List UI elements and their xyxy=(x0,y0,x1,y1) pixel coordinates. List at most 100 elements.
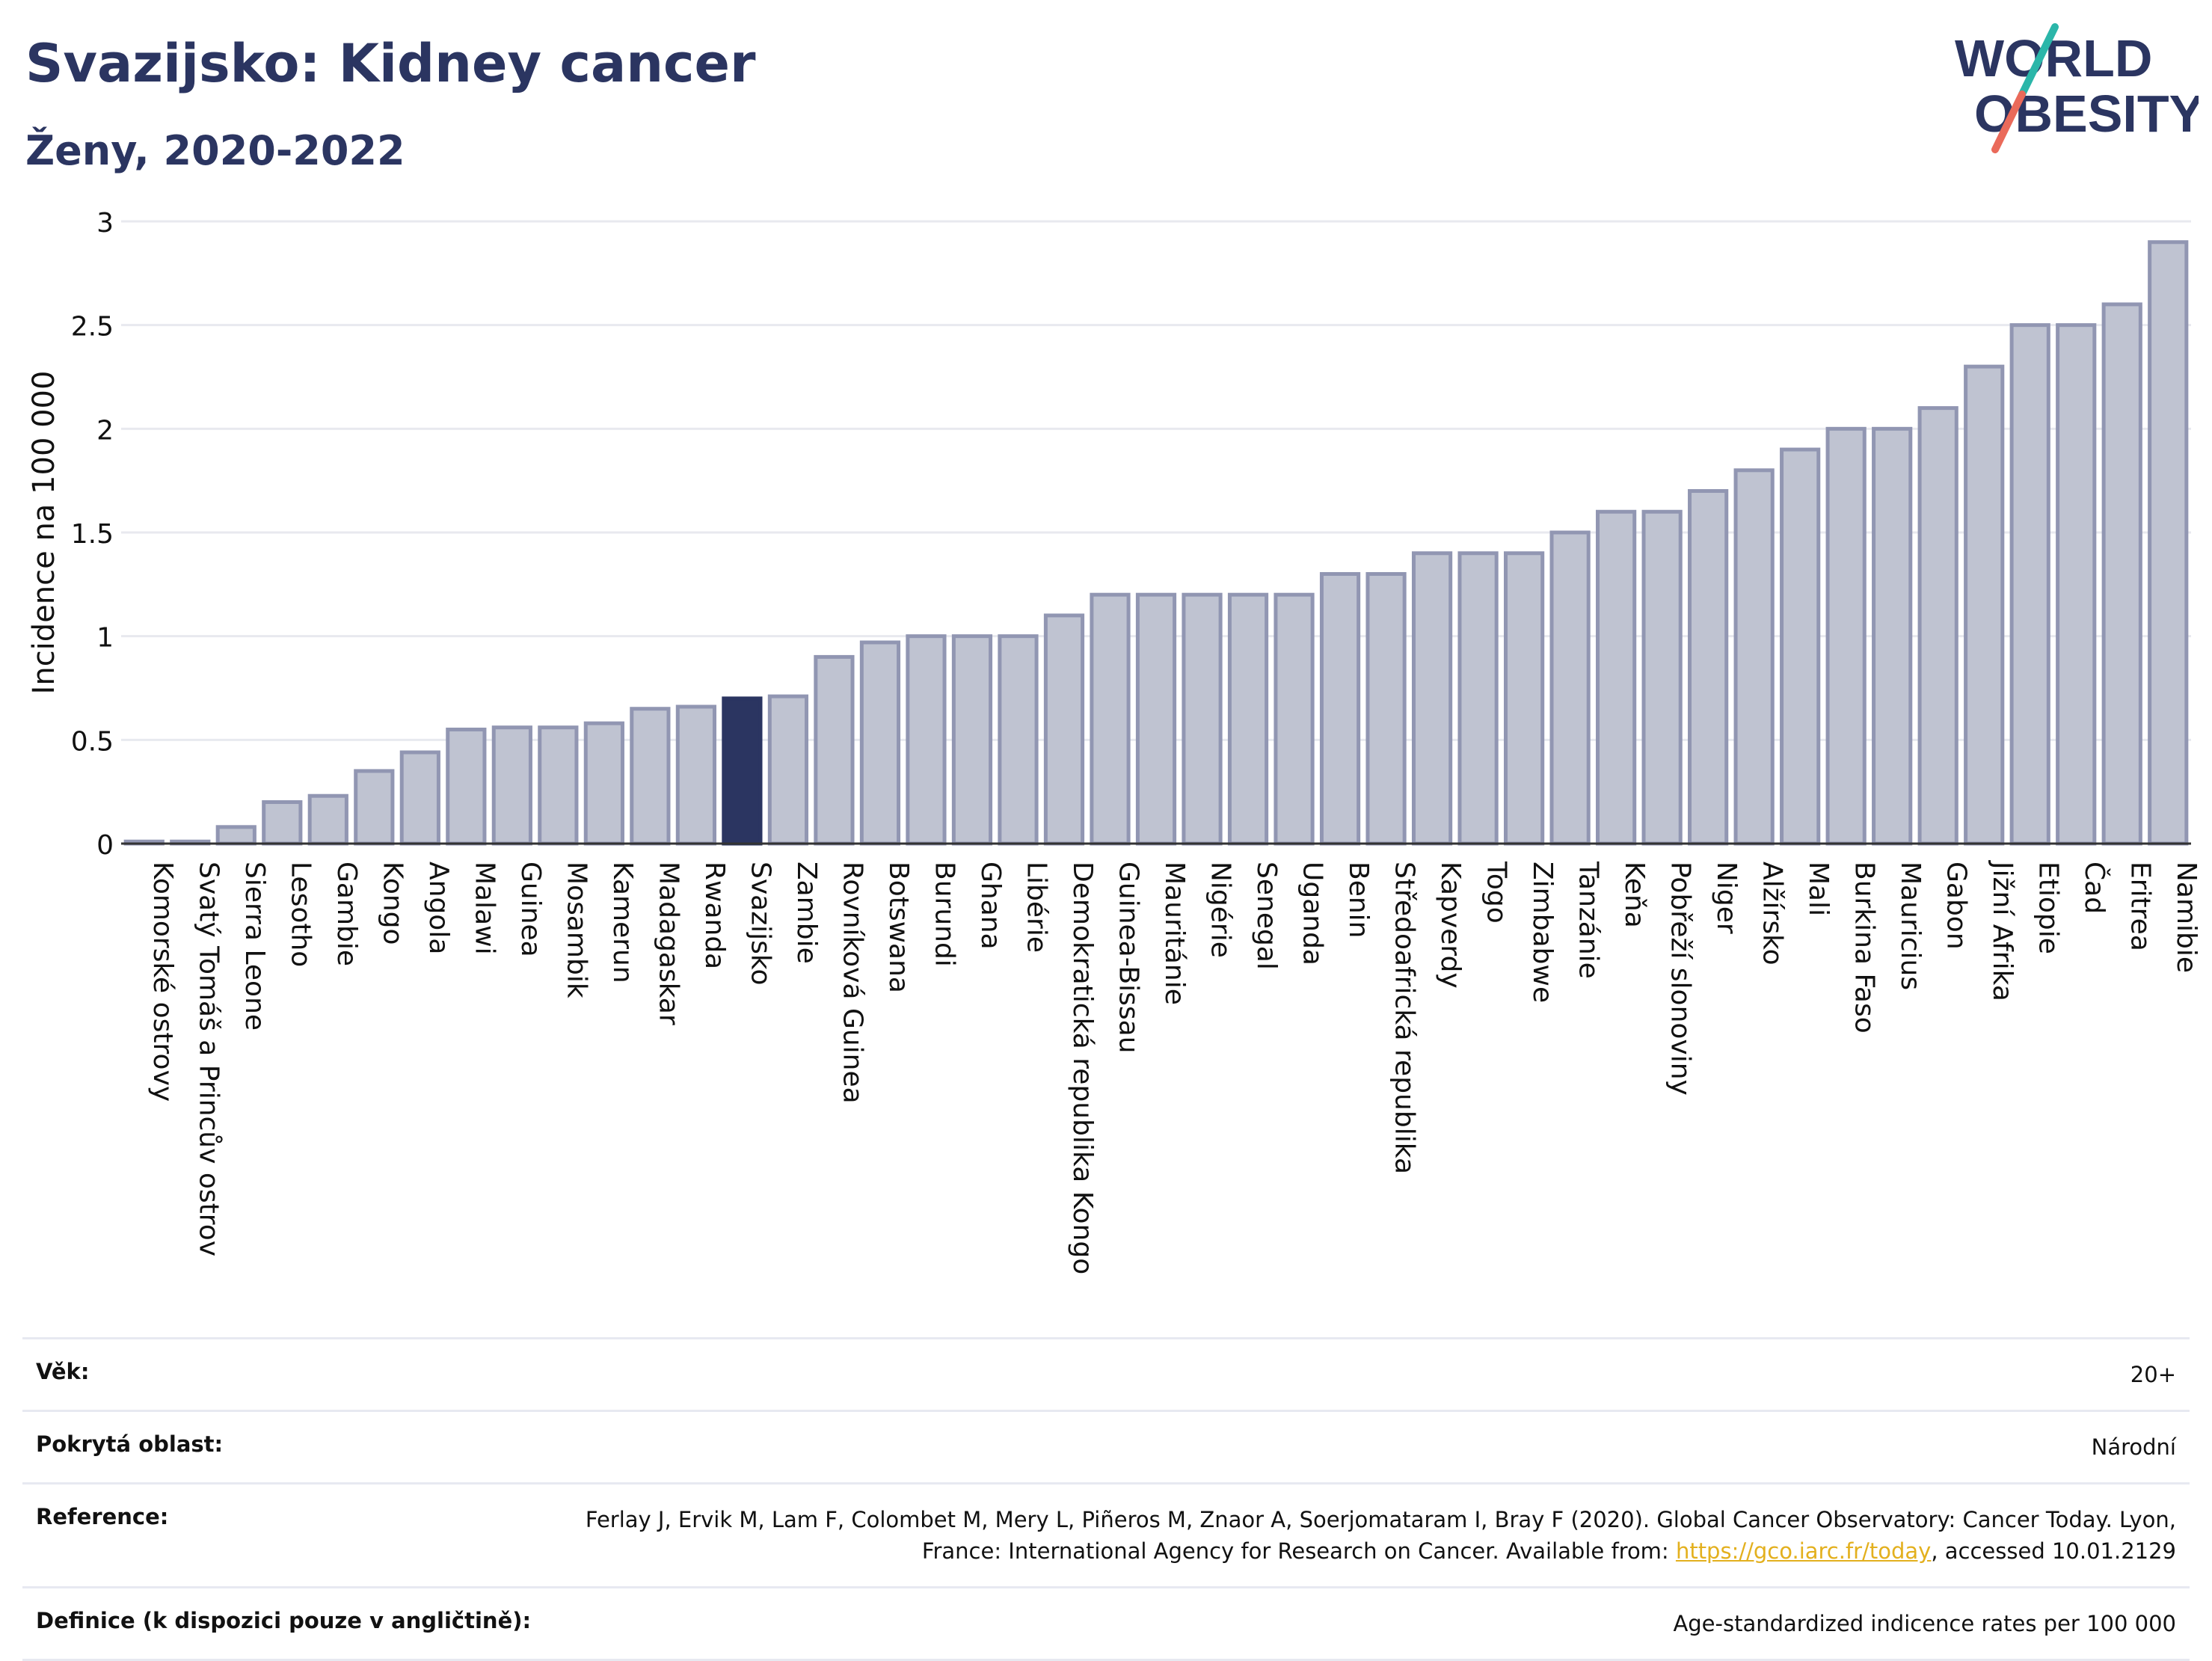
info-row-reference: Reference: Ferlay J, Ervik M, Lam F, Col… xyxy=(22,1482,2190,1586)
definition-value: Age-standardized indicence rates per 100… xyxy=(1673,1611,2176,1636)
x-tick-label: Benin xyxy=(1343,862,1374,938)
bar xyxy=(354,769,395,846)
x-tick-label: Kamerun xyxy=(607,862,638,983)
bar xyxy=(1641,509,1683,846)
x-tick-label: Eritrea xyxy=(2125,862,2156,951)
x-tick-label: Demokratická republika Kongo xyxy=(1067,862,1098,1274)
x-tick-label: Středoafrická republika xyxy=(1389,862,1420,1174)
bars xyxy=(123,240,2189,846)
x-tick-label: Namibie xyxy=(2171,862,2202,973)
x-tick-label: Mauritánie xyxy=(1159,862,1190,1005)
x-tick-label: Gabon xyxy=(1941,862,1972,950)
bar xyxy=(307,793,348,846)
y-tick-label: 1.5 xyxy=(71,519,114,550)
bar xyxy=(814,654,855,846)
x-tick-label: Mosambik xyxy=(561,862,592,998)
reference-text: Ferlay J, Ervik M, Lam F, Colombet M, Me… xyxy=(585,1507,2176,1564)
info-row-definition: Definice (k dispozici pouze v angličtině… xyxy=(22,1586,2190,1661)
x-tick-label: Jižní Afrika xyxy=(1987,860,2018,1001)
x-tick-label: Zimbabwe xyxy=(1527,862,1558,1003)
chart-subtitle: Ženy, 2020-2022 xyxy=(25,127,405,174)
x-tick-label: Sierra Leone xyxy=(239,862,270,1031)
area-value: Národní xyxy=(2091,1434,2176,1460)
bar xyxy=(446,727,487,846)
x-tick-label: Niger xyxy=(1711,862,1742,934)
x-tick-label: Botswana xyxy=(883,862,914,993)
logo-slash-coral xyxy=(1991,90,2026,153)
bar xyxy=(1733,468,1775,846)
bar xyxy=(951,634,993,846)
x-tick-label: Gambie xyxy=(331,862,362,966)
y-tick-label: 3 xyxy=(96,208,114,239)
reference-link[interactable]: https://gco.iarc.fr/today xyxy=(1675,1538,1932,1564)
bar xyxy=(1043,613,1085,846)
bar xyxy=(399,750,440,846)
bar xyxy=(1457,551,1499,846)
x-tick-label: Svatý Tomáš a Princův ostrov xyxy=(193,862,224,1256)
definition-label: Definice (k dispozici pouze v angličtině… xyxy=(36,1608,532,1633)
x-tick-label: Lesotho xyxy=(285,862,316,967)
bar xyxy=(215,825,256,846)
bar xyxy=(491,725,532,846)
y-tick-label: 0.5 xyxy=(71,726,114,757)
y-tick-label: 0 xyxy=(96,830,114,861)
bar xyxy=(2148,240,2189,846)
x-tick-label: Etiopie xyxy=(2033,862,2064,954)
bar xyxy=(767,694,809,846)
x-tick-label: Kapverdy xyxy=(1435,862,1466,989)
x-tick-label: Tanzánie xyxy=(1573,861,1604,979)
bar xyxy=(1596,509,1637,846)
bar xyxy=(583,721,624,846)
bar xyxy=(1319,571,1361,846)
info-row-area: Pokrytá oblast: Národní xyxy=(22,1410,2190,1482)
area-label: Pokrytá oblast: xyxy=(36,1431,224,1457)
x-tick-label: Svazijsko xyxy=(745,862,775,985)
age-label: Věk: xyxy=(36,1359,90,1384)
x-tick-label: Keňa xyxy=(1619,862,1650,928)
x-tick-label: Senegal xyxy=(1251,862,1282,970)
y-tick-label: 1 xyxy=(96,623,114,654)
bar xyxy=(1780,447,1821,846)
y-axis-label: Incidence na 100 000 xyxy=(27,371,61,695)
x-tick-label: Madagaskar xyxy=(653,862,683,1025)
info-row-age: Věk: 20+ xyxy=(22,1337,2190,1410)
x-tick-label: Alžírsko xyxy=(1757,862,1788,965)
bar xyxy=(1090,592,1131,846)
x-tick-label: Angola xyxy=(423,862,454,954)
reference-label: Reference: xyxy=(36,1504,169,1529)
bar xyxy=(538,725,579,846)
x-tick-label: Čad xyxy=(2079,862,2110,914)
x-tick-label: Mauricius xyxy=(1895,862,1926,990)
x-axis-labels: Komorské ostrovy Svatý Tomáš a Princův os… xyxy=(147,860,2202,1274)
bar xyxy=(1135,592,1177,846)
bar xyxy=(998,634,1039,846)
bar xyxy=(906,634,947,846)
logo-text-world: WORLD xyxy=(1955,29,2152,87)
bar xyxy=(262,800,303,846)
bar xyxy=(1688,489,1729,846)
bar xyxy=(1549,530,1591,846)
x-tick-label: Uganda xyxy=(1297,862,1328,965)
x-tick-label: Komorské ostrovy xyxy=(147,862,178,1102)
bar xyxy=(1825,426,1867,846)
y-tick-label: 2.5 xyxy=(71,312,114,343)
bar xyxy=(1964,364,2005,846)
bar-chart: 0 0.5 1 1.5 2 2.5 3 Komorské ostrovy Svatý Tomá… xyxy=(27,208,2202,1274)
bar xyxy=(675,704,716,846)
x-tick-label: Ghana xyxy=(975,862,1006,950)
reference-suffix: , accessed 10.01.2129 xyxy=(1931,1538,2176,1564)
x-tick-label: Pobřeží slonoviny xyxy=(1665,862,1696,1096)
x-tick-label: Libérie xyxy=(1021,862,1051,953)
bar xyxy=(1872,426,1913,846)
age-value: 20+ xyxy=(2130,1362,2176,1387)
x-tick-label: Nigérie xyxy=(1205,862,1236,958)
y-axis-ticks: 0 0.5 1 1.5 2 2.5 3 xyxy=(71,208,114,861)
x-tick-label: Guinea-Bissau xyxy=(1113,862,1143,1054)
world-obesity-logo: WORLD OBESITY xyxy=(1955,23,2199,153)
bar xyxy=(2056,323,2097,846)
x-tick-label: Zambie xyxy=(791,862,822,964)
bar xyxy=(1365,571,1407,846)
bar xyxy=(1274,592,1315,846)
bar xyxy=(630,707,671,846)
bar xyxy=(2101,302,2142,846)
